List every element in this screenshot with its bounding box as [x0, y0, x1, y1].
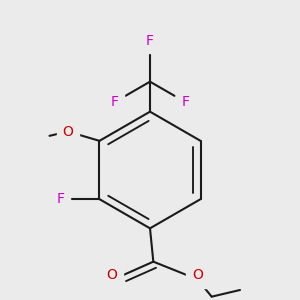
Text: F: F [110, 95, 118, 109]
Text: F: F [56, 192, 64, 206]
Text: F: F [182, 95, 190, 109]
Text: O: O [192, 268, 203, 282]
Text: F: F [146, 34, 154, 48]
Text: O: O [62, 125, 73, 140]
Text: O: O [106, 268, 117, 282]
